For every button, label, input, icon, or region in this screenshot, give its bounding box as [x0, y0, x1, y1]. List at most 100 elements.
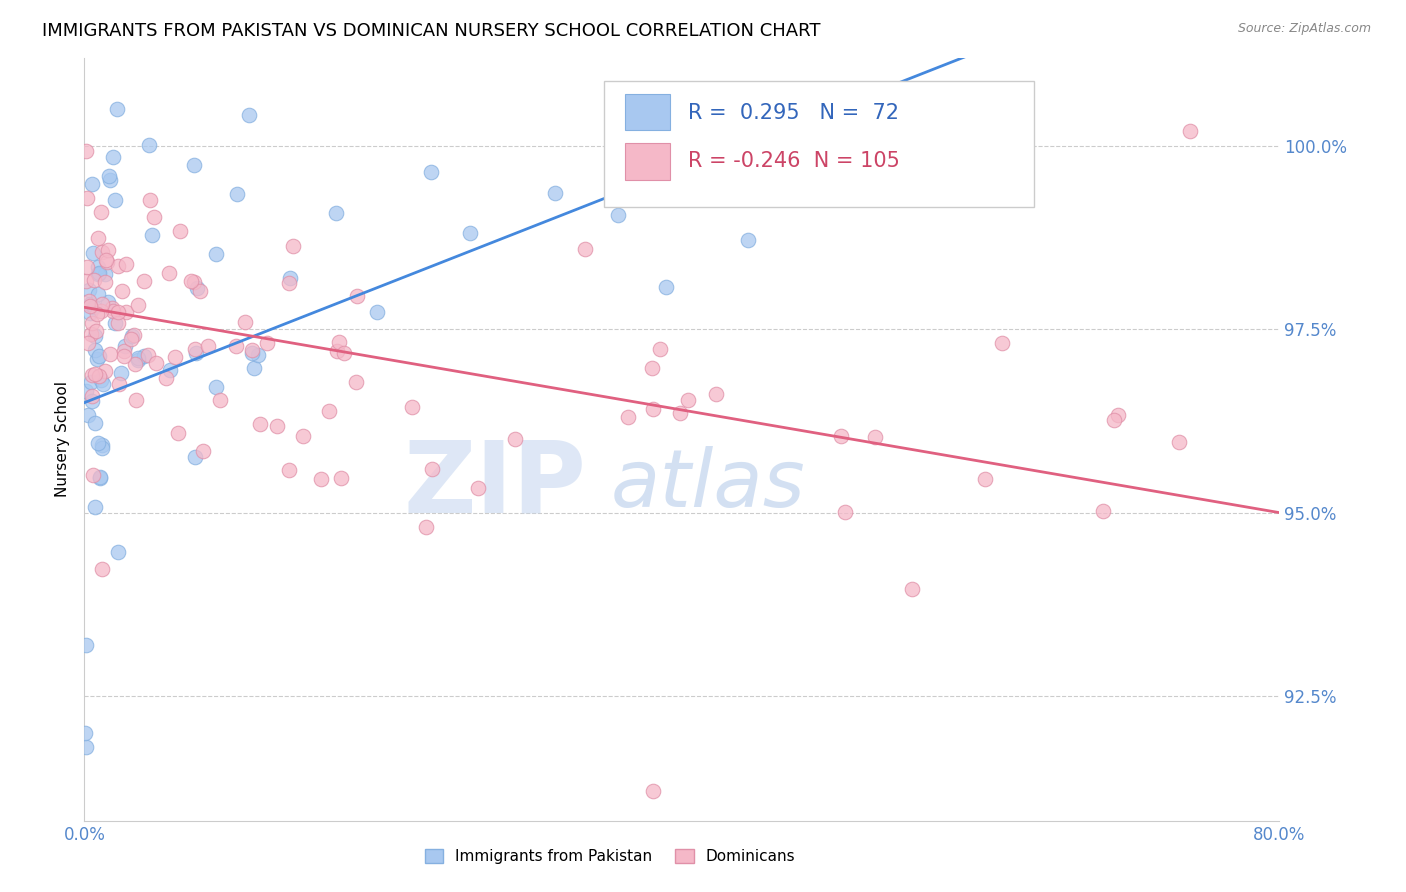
Dominicans — [208, 392, 231, 407]
Bar — [624, 144, 671, 180]
Dominicans — [96, 252, 118, 267]
Immigrants from Pakistan — [420, 164, 443, 178]
Dominicans — [108, 376, 131, 391]
Dominicans — [77, 294, 100, 309]
Legend: Immigrants from Pakistan, Dominicans: Immigrants from Pakistan, Dominicans — [419, 843, 801, 871]
Immigrants from Pakistan — [183, 158, 205, 172]
Dominicans — [90, 304, 112, 318]
Immigrants from Pakistan — [159, 363, 181, 377]
Dominicans — [155, 371, 177, 385]
Immigrants from Pakistan — [801, 103, 824, 117]
Dominicans — [346, 288, 368, 302]
Dominicans — [90, 297, 112, 311]
Dominicans — [107, 305, 129, 319]
Dominicans — [256, 336, 278, 351]
Immigrants from Pakistan — [110, 366, 132, 380]
Dominicans — [249, 417, 271, 431]
Immigrants from Pakistan — [75, 740, 97, 755]
Dominicans — [235, 314, 257, 328]
Dominicans — [330, 471, 353, 485]
Dominicans — [75, 275, 97, 289]
Immigrants from Pakistan — [80, 394, 103, 409]
Dominicans — [136, 348, 159, 362]
Immigrants from Pakistan — [83, 301, 105, 315]
Immigrants from Pakistan — [87, 435, 110, 450]
Immigrants from Pakistan — [89, 471, 111, 485]
Immigrants from Pakistan — [75, 725, 97, 739]
Immigrants from Pakistan — [79, 306, 101, 320]
Immigrants from Pakistan — [75, 384, 97, 399]
Dominicans — [79, 299, 101, 313]
Dominicans — [84, 367, 107, 381]
Dominicans — [420, 462, 443, 476]
Y-axis label: Nursery School: Nursery School — [55, 381, 70, 498]
Dominicans — [648, 342, 671, 356]
Immigrants from Pakistan — [238, 107, 260, 121]
Dominicans — [184, 342, 207, 356]
Dominicans — [503, 432, 526, 446]
Text: Source: ZipAtlas.com: Source: ZipAtlas.com — [1237, 22, 1371, 36]
Dominicans — [344, 376, 367, 390]
Immigrants from Pakistan — [226, 186, 249, 201]
Dominicans — [901, 582, 924, 597]
Dominicans — [145, 356, 167, 370]
Dominicans — [467, 481, 489, 495]
Dominicans — [76, 260, 98, 274]
Immigrants from Pakistan — [204, 246, 226, 260]
Dominicans — [100, 347, 122, 361]
Dominicans — [643, 402, 665, 417]
Immigrants from Pakistan — [205, 380, 228, 394]
Immigrants from Pakistan — [98, 169, 121, 184]
Text: ZIP: ZIP — [404, 436, 586, 533]
Dominicans — [1107, 408, 1129, 422]
Dominicans — [704, 387, 727, 401]
Dominicans — [318, 404, 340, 418]
Dominicans — [112, 349, 135, 363]
Immigrants from Pakistan — [97, 294, 120, 309]
Dominicans — [125, 392, 148, 407]
Dominicans — [96, 255, 118, 269]
Immigrants from Pakistan — [93, 376, 115, 391]
Immigrants from Pakistan — [184, 450, 207, 465]
Dominicans — [617, 409, 640, 424]
Dominicans — [1092, 504, 1115, 518]
Immigrants from Pakistan — [87, 267, 110, 281]
Immigrants from Pakistan — [89, 470, 111, 484]
Dominicans — [80, 368, 103, 382]
Dominicans — [82, 468, 104, 483]
Dominicans — [830, 429, 852, 443]
Dominicans — [143, 211, 166, 225]
Dominicans — [80, 327, 103, 342]
Immigrants from Pakistan — [79, 283, 101, 297]
Immigrants from Pakistan — [186, 281, 208, 295]
Dominicans — [82, 316, 104, 330]
Immigrants from Pakistan — [90, 373, 112, 387]
Dominicans — [167, 426, 190, 441]
Dominicans — [86, 324, 108, 338]
Immigrants from Pakistan — [91, 441, 114, 455]
Immigrants from Pakistan — [86, 351, 108, 366]
Dominicans — [991, 335, 1014, 350]
Dominicans — [266, 418, 288, 433]
Dominicans — [863, 430, 886, 444]
Dominicans — [90, 205, 112, 219]
Dominicans — [139, 194, 162, 208]
Dominicans — [101, 301, 124, 316]
Dominicans — [132, 274, 155, 288]
Dominicans — [77, 336, 100, 351]
Immigrants from Pakistan — [87, 349, 110, 363]
Immigrants from Pakistan — [127, 351, 149, 366]
Immigrants from Pakistan — [243, 361, 266, 376]
Text: atlas: atlas — [610, 446, 806, 524]
Dominicans — [240, 343, 263, 357]
Immigrants from Pakistan — [141, 227, 163, 242]
Immigrants from Pakistan — [94, 267, 117, 281]
Dominicans — [278, 277, 301, 291]
Dominicans — [122, 328, 145, 343]
Dominicans — [190, 285, 212, 299]
Dominicans — [76, 191, 98, 205]
Dominicans — [94, 276, 117, 290]
Dominicans — [669, 406, 692, 420]
Immigrants from Pakistan — [98, 172, 121, 186]
Dominicans — [93, 364, 115, 378]
